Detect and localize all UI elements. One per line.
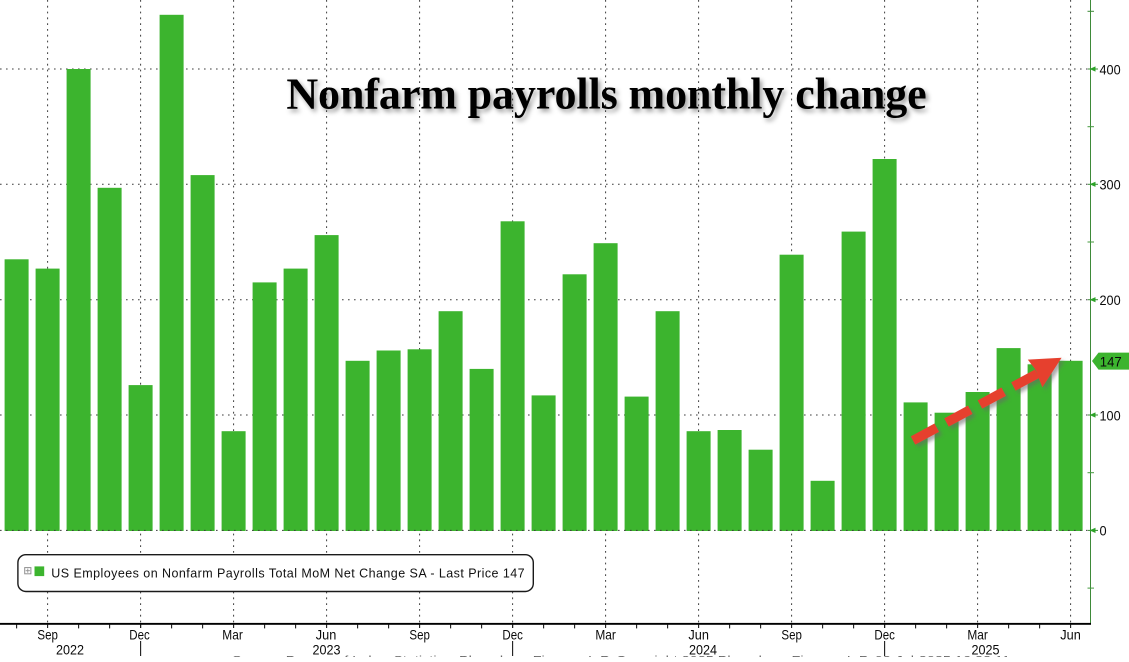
svg-text:Sep: Sep — [37, 627, 58, 643]
svg-text:Mar: Mar — [222, 627, 243, 643]
svg-text:Jun: Jun — [316, 627, 337, 643]
svg-text:400: 400 — [1100, 61, 1121, 77]
svg-text:300: 300 — [1100, 177, 1121, 193]
svg-text:2023: 2023 — [313, 642, 341, 658]
svg-text:Dec: Dec — [874, 627, 895, 643]
svg-text:Jun: Jun — [1060, 627, 1081, 643]
svg-text:Sep: Sep — [781, 627, 802, 643]
svg-text:Nonfarm payrolls monthly chang: Nonfarm payrolls monthly change — [286, 69, 926, 118]
svg-text:Dec: Dec — [502, 627, 523, 643]
svg-text:Jun: Jun — [688, 627, 709, 643]
svg-text:2025: 2025 — [972, 642, 1000, 658]
svg-text:Dec: Dec — [129, 627, 150, 643]
svg-text:200: 200 — [1100, 292, 1121, 308]
svg-text:0: 0 — [1100, 523, 1107, 539]
svg-text:2024: 2024 — [689, 642, 717, 658]
svg-text:Mar: Mar — [967, 627, 988, 643]
svg-text:US Employees on Nonfarm Payrol: US Employees on Nonfarm Payrolls Total M… — [51, 566, 525, 580]
svg-text:2022: 2022 — [56, 642, 84, 658]
svg-text:147: 147 — [1100, 353, 1122, 369]
svg-text:Mar: Mar — [595, 627, 616, 643]
svg-text:100: 100 — [1100, 407, 1121, 423]
svg-text:Sep: Sep — [409, 627, 430, 643]
